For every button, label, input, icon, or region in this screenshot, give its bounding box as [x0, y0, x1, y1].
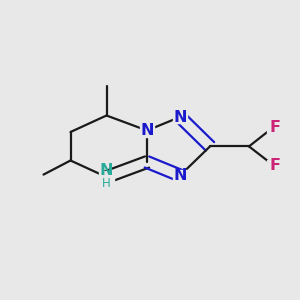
Text: H: H: [102, 177, 111, 190]
Bar: [267, 122, 279, 133]
Bar: [267, 160, 279, 170]
Bar: [99, 171, 114, 183]
Text: F: F: [270, 158, 281, 172]
Bar: [173, 169, 187, 181]
Bar: [173, 111, 187, 123]
Text: N: N: [173, 110, 187, 124]
Text: N: N: [173, 168, 187, 183]
Bar: [140, 124, 154, 136]
Text: F: F: [270, 120, 281, 135]
Text: N: N: [100, 163, 113, 178]
Text: N: N: [140, 123, 154, 138]
